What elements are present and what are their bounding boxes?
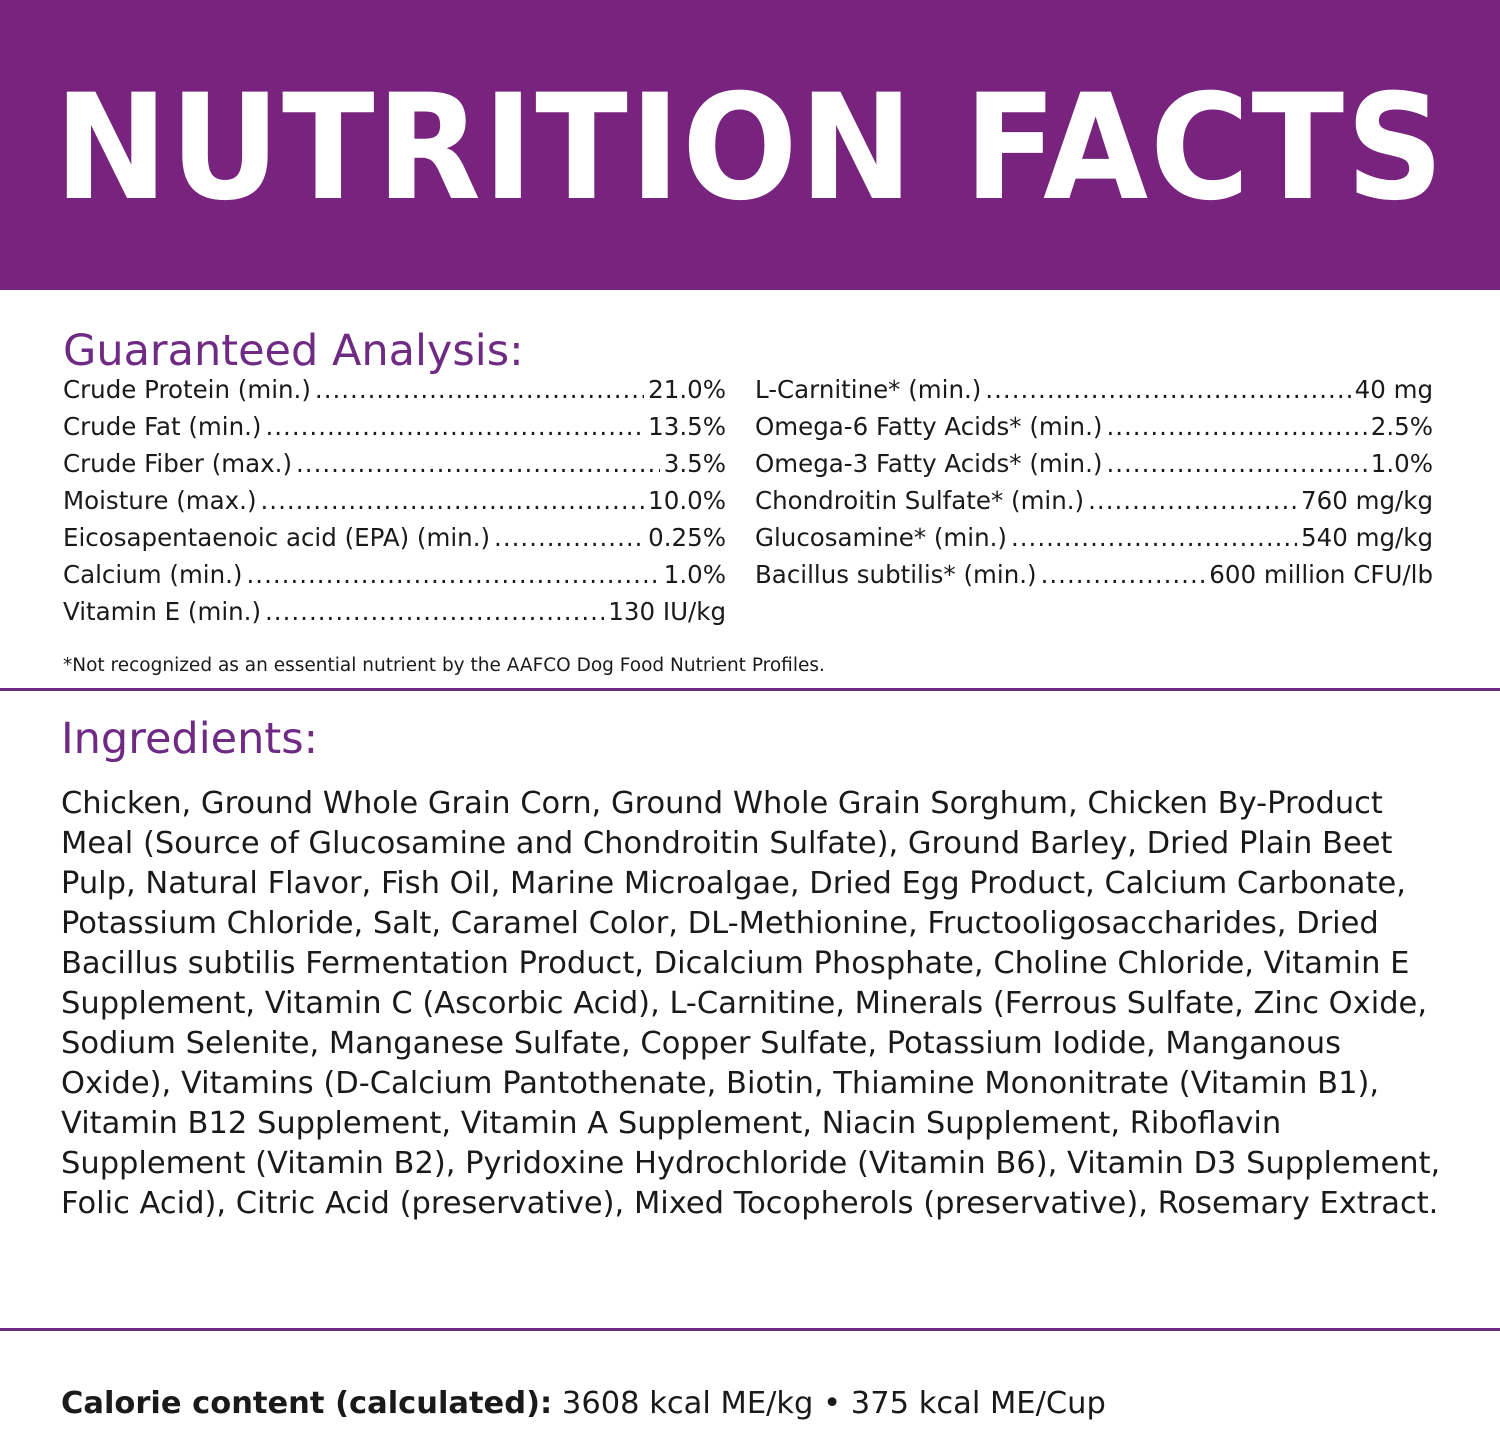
analysis-label: Calcium (min.): [63, 560, 243, 589]
dot-leader: [265, 412, 644, 441]
analysis-row: Eicosapentaenoic acid (EPA) (min.) 0.25%: [63, 523, 726, 560]
page-title: NUTRITION FACTS: [54, 63, 1446, 233]
dot-leader: [315, 375, 644, 404]
dot-leader: [1041, 560, 1206, 589]
analysis-value: 0.25%: [648, 523, 726, 552]
analysis-value: 1.0%: [663, 560, 726, 589]
analysis-label: Omega-6 Fatty Acids* (min.): [755, 412, 1103, 441]
analysis-row: Moisture (max.) 10.0%: [63, 486, 726, 523]
analysis-row: Omega-6 Fatty Acids* (min.) 2.5%: [755, 412, 1433, 449]
analysis-value: 13.5%: [648, 412, 726, 441]
dot-leader: [1106, 412, 1366, 441]
analysis-row: Crude Fiber (max.) 3.5%: [63, 449, 726, 486]
analysis-value: 600 million CFU/lb: [1209, 560, 1433, 589]
analysis-value: 21.0%: [648, 375, 726, 404]
calorie-label: Calorie content (calculated):: [61, 1386, 553, 1421]
dot-leader: [985, 375, 1350, 404]
analysis-value: 40 mg: [1354, 375, 1433, 404]
guaranteed-analysis-left-column: Crude Protein (min.) 21.0% Crude Fat (mi…: [63, 375, 726, 634]
analysis-value: 3.5%: [663, 449, 726, 478]
dot-leader: [296, 449, 660, 478]
analysis-row: Chondroitin Sulfate* (min.) 760 mg/kg: [755, 486, 1433, 523]
calorie-value: 3608 kcal ME/kg • 375 kcal ME/Cup: [561, 1386, 1106, 1421]
section-divider: [0, 1328, 1500, 1331]
analysis-value: 760 mg/kg: [1301, 486, 1433, 515]
analysis-label: L-Carnitine* (min.): [755, 375, 982, 404]
analysis-label: Crude Fiber (max.): [63, 449, 293, 478]
analysis-row: Crude Fat (min.) 13.5%: [63, 412, 726, 449]
analysis-value: 130 IU/kg: [608, 597, 726, 626]
analysis-label: Crude Fat (min.): [63, 412, 262, 441]
analysis-label: Crude Protein (min.): [63, 375, 311, 404]
analysis-label: Chondroitin Sulfate* (min.): [755, 486, 1085, 515]
analysis-row: Crude Protein (min.) 21.0%: [63, 375, 726, 412]
title-banner: NUTRITION FACTS: [0, 0, 1500, 290]
analysis-value: 2.5%: [1370, 412, 1433, 441]
calorie-content: Calorie content (calculated): 3608 kcal …: [61, 1386, 1106, 1421]
analysis-label: Vitamin E (min.): [63, 597, 262, 626]
analysis-row: Glucosamine* (min.) 540 mg/kg: [755, 523, 1433, 560]
dot-leader: [494, 523, 644, 552]
analysis-label: Moisture (max.): [63, 486, 257, 515]
guaranteed-analysis-heading: Guaranteed Analysis:: [63, 326, 524, 376]
analysis-value: 10.0%: [648, 486, 726, 515]
analysis-label: Bacillus subtilis* (min.): [755, 560, 1037, 589]
footnote: *Not recognized as an essential nutrient…: [63, 655, 825, 676]
dot-leader: [1106, 449, 1366, 478]
dot-leader: [247, 560, 660, 589]
dot-leader: [261, 486, 645, 515]
analysis-label: Eicosapentaenoic acid (EPA) (min.): [63, 523, 491, 552]
dot-leader: [1088, 486, 1297, 515]
analysis-value: 1.0%: [1370, 449, 1433, 478]
analysis-row: Calcium (min.) 1.0%: [63, 560, 726, 597]
analysis-row: Bacillus subtilis* (min.) 600 million CF…: [755, 560, 1433, 597]
analysis-row: Omega-3 Fatty Acids* (min.) 1.0%: [755, 449, 1433, 486]
dot-leader: [1011, 523, 1297, 552]
guaranteed-analysis-right-column: L-Carnitine* (min.) 40 mg Omega-6 Fatty …: [755, 375, 1433, 597]
ingredients-heading: Ingredients:: [61, 714, 319, 764]
dot-leader: [265, 597, 604, 626]
ingredients-text: Chicken, Ground Whole Grain Corn, Ground…: [61, 786, 1441, 1221]
section-divider: [0, 688, 1500, 691]
analysis-label: Glucosamine* (min.): [755, 523, 1007, 552]
analysis-row: L-Carnitine* (min.) 40 mg: [755, 375, 1433, 412]
analysis-label: Omega-3 Fatty Acids* (min.): [755, 449, 1103, 478]
analysis-row: Vitamin E (min.) 130 IU/kg: [63, 597, 726, 634]
analysis-value: 540 mg/kg: [1301, 523, 1433, 552]
